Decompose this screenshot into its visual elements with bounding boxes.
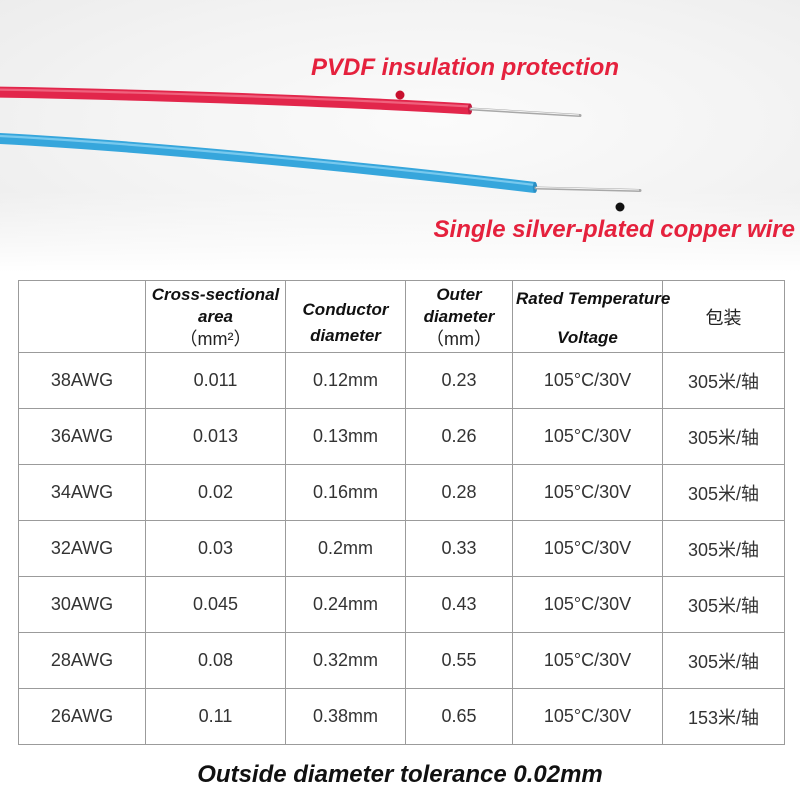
gauge-cell: 30AWG: [18, 576, 146, 633]
packaging-cell: 305米/轴: [662, 632, 785, 689]
outer-diameter-cell: 0.28: [405, 464, 513, 521]
wire-illustration: [0, 86, 642, 212]
packaging-cell: 305米/轴: [662, 464, 785, 521]
blue-wire-insulation: [0, 133, 536, 193]
outer-diameter-unit: （mm）: [426, 328, 492, 349]
conductor-diameter-cell: 0.13mm: [285, 408, 406, 465]
table-row: 32AWG 0.03 0.2mm 0.33 105°C/30V 305米/轴: [18, 520, 785, 577]
insulation-callout: PVDF insulation protection: [311, 54, 620, 81]
cross-section-label: Cross-sectional area: [151, 284, 280, 326]
red-wire-insulation: [0, 86, 471, 115]
table-row: 38AWG 0.011 0.12mm 0.23 105°C/30V 305米/轴: [18, 352, 785, 409]
cross-section-cell: 0.045: [145, 576, 286, 633]
header-rating: Rated Temperature Voltage: [512, 280, 671, 353]
table-row: 36AWG 0.013 0.13mm 0.26 105°C/30V 305米/轴: [18, 408, 785, 465]
red-wire: [0, 86, 582, 117]
rating-voltage-label: Voltage: [557, 328, 618, 347]
red-wire-conductor-shine: [470, 108, 580, 116]
packaging-cell: 305米/轴: [662, 352, 785, 409]
outer-diameter-cell: 0.23: [405, 352, 513, 409]
rating-cell: 105°C/30V: [512, 576, 663, 633]
cross-section-cell: 0.013: [145, 408, 286, 465]
cross-section-cell: 0.02: [145, 464, 286, 521]
rating-cell: 105°C/30V: [512, 352, 663, 409]
gauge-cell: 38AWG: [18, 352, 146, 409]
outer-diameter-cell: 0.65: [405, 688, 513, 745]
table-row: 30AWG 0.045 0.24mm 0.43 105°C/30V 305米/轴: [18, 576, 785, 633]
conductor-diameter-cell: 0.24mm: [285, 576, 406, 633]
outer-diameter-cell: 0.26: [405, 408, 513, 465]
blue-wire-highlight: [0, 134, 536, 187]
table-row: 34AWG 0.02 0.16mm 0.28 105°C/30V 305米/轴: [18, 464, 785, 521]
cross-section-cell: 0.08: [145, 632, 286, 689]
tolerance-note: Outside diameter tolerance 0.02mm: [197, 761, 603, 788]
conductor-diameter-cell: 0.38mm: [285, 688, 406, 745]
gauge-cell: 32AWG: [18, 520, 146, 577]
packaging-cell: 305米/轴: [662, 576, 785, 633]
cross-section-unit: （mm²）: [179, 328, 252, 349]
table-header-row: Cross-sectional area （mm²） Conductor dia…: [18, 280, 785, 353]
gauge-cell: 34AWG: [18, 464, 146, 521]
conductor-diameter-cell: 0.16mm: [285, 464, 406, 521]
header-corner-cell: [18, 280, 146, 353]
insulation-marker-dot: [395, 90, 405, 100]
header-cross-section: Cross-sectional area （mm²）: [145, 280, 286, 353]
conductor-diameter-cell: 0.12mm: [285, 352, 406, 409]
packaging-cell: 305米/轴: [662, 408, 785, 465]
conductor-diameter-cell: 0.2mm: [285, 520, 406, 577]
rating-cell: 105°C/30V: [512, 520, 663, 577]
outer-diameter-cell: 0.55: [405, 632, 513, 689]
header-conductor-diameter: Conductor diameter: [285, 280, 406, 353]
outer-diameter-cell: 0.43: [405, 576, 513, 633]
outer-diameter-cell: 0.33: [405, 520, 513, 577]
header-packaging: 包装: [662, 280, 785, 353]
cross-section-cell: 0.011: [145, 352, 286, 409]
cross-section-cell: 0.03: [145, 520, 286, 577]
cross-section-cell: 0.11: [145, 688, 286, 745]
table-row: 26AWG 0.11 0.38mm 0.65 105°C/30V 153米/轴: [18, 688, 785, 745]
blue-wire-conductor-shine: [535, 187, 640, 191]
conductor-diameter-cell: 0.32mm: [285, 632, 406, 689]
rating-cell: 105°C/30V: [512, 632, 663, 689]
conductor-diameter-label: Conductor diameter: [302, 299, 389, 345]
rating-temperature-label: Rated Temperature: [516, 289, 671, 308]
blue-wire: [0, 133, 642, 193]
conductor-callout: Single silver-plated copper wire: [433, 216, 795, 243]
spec-table: Cross-sectional area （mm²） Conductor dia…: [18, 280, 785, 745]
header-outer-diameter: Outer diameter （mm）: [405, 280, 513, 353]
rating-cell: 105°C/30V: [512, 464, 663, 521]
gauge-cell: 28AWG: [18, 632, 146, 689]
outer-diameter-label: Outer diameter: [423, 284, 495, 326]
gauge-cell: 36AWG: [18, 408, 146, 465]
table-row: 28AWG 0.08 0.32mm 0.55 105°C/30V 305米/轴: [18, 632, 785, 689]
red-wire-highlight: [0, 88, 471, 108]
gauge-cell: 26AWG: [18, 688, 146, 745]
packaging-cell: 305米/轴: [662, 520, 785, 577]
rating-cell: 105°C/30V: [512, 408, 663, 465]
packaging-cell: 153米/轴: [662, 688, 785, 745]
conductor-marker-dot: [615, 202, 625, 212]
wire-photo: PVDF insulation protection Single silver…: [0, 0, 800, 272]
rating-cell: 105°C/30V: [512, 688, 663, 745]
